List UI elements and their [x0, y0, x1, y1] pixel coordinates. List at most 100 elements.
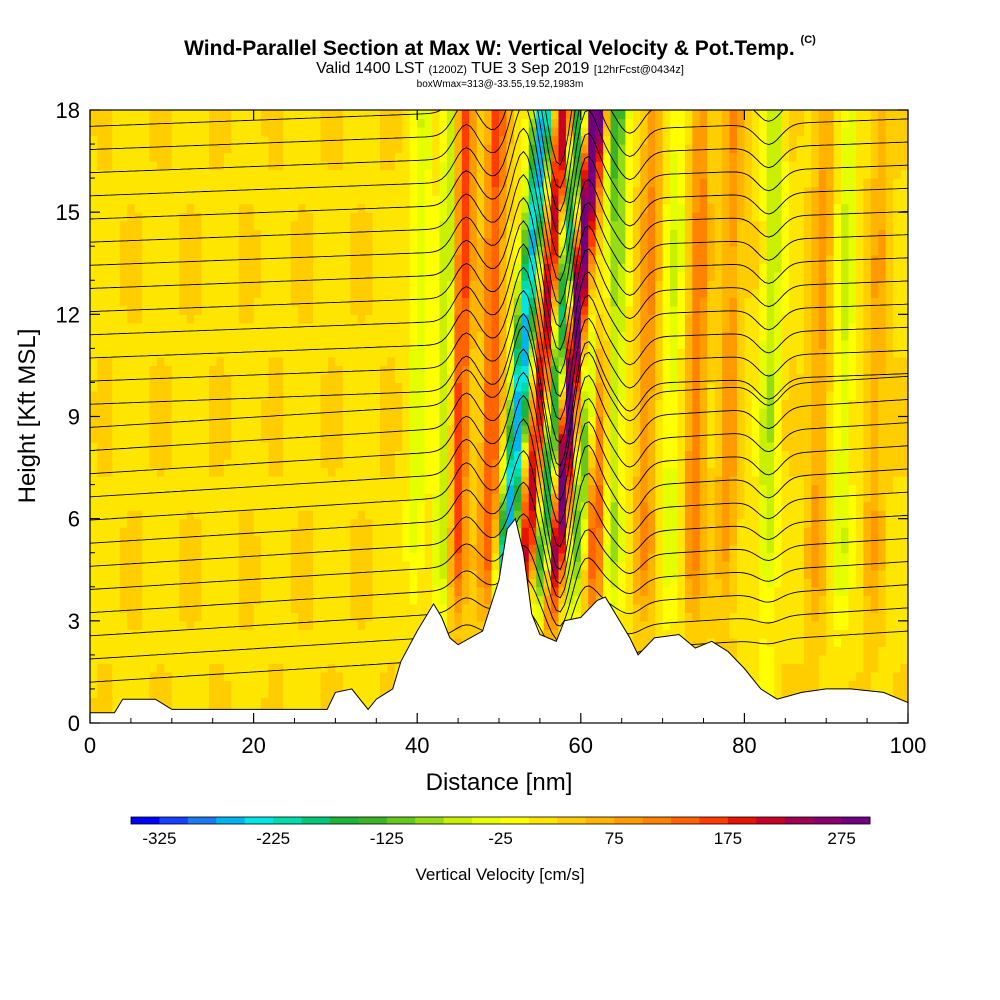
velocity-cell [870, 501, 879, 511]
velocity-cell [484, 569, 493, 579]
velocity-cell [171, 425, 180, 435]
velocity-cell [603, 425, 612, 435]
velocity-cell [878, 552, 887, 562]
velocity-cell [305, 586, 314, 596]
velocity-cell [841, 603, 850, 613]
velocity-cell [655, 510, 664, 520]
velocity-cell [342, 595, 351, 605]
velocity-cell [253, 552, 262, 562]
velocity-cell [208, 552, 218, 562]
velocity-cell [372, 629, 381, 639]
velocity-cell [275, 425, 284, 435]
velocity-cell [223, 365, 232, 375]
velocity-cell [647, 595, 656, 605]
velocity-cell [164, 450, 173, 460]
velocity-cell [781, 382, 790, 392]
velocity-cell [97, 425, 106, 435]
velocity-cell [119, 518, 128, 528]
velocity-cell [119, 484, 128, 494]
velocity-cell [699, 595, 708, 605]
velocity-cell [275, 663, 284, 673]
velocity-cell [201, 493, 210, 503]
velocity-cell [357, 518, 366, 528]
velocity-cell [818, 459, 827, 469]
velocity-cell [365, 433, 374, 443]
velocity-cell [164, 578, 173, 588]
velocity-cell [149, 688, 158, 699]
velocity-cell [684, 612, 693, 622]
velocity-cell [104, 484, 113, 494]
velocity-cell [179, 425, 188, 435]
velocity-cell [439, 527, 448, 537]
velocity-cell [848, 595, 857, 605]
velocity-cell [305, 646, 314, 656]
velocity-cell [699, 467, 708, 477]
velocity-cell [751, 442, 760, 452]
velocity-cell [283, 373, 292, 384]
velocity-cell [573, 552, 582, 562]
velocity-cell [803, 535, 812, 545]
velocity-cell [580, 399, 589, 409]
velocity-cell [766, 595, 775, 605]
velocity-cell [662, 365, 671, 375]
velocity-cell [208, 510, 218, 520]
velocity-cell [186, 569, 195, 579]
velocity-cell [729, 527, 738, 537]
velocity-cell [246, 671, 255, 682]
velocity-cell [194, 484, 203, 494]
velocity-cell [789, 433, 798, 443]
velocity-cell [186, 510, 195, 520]
velocity-cell [855, 407, 864, 418]
velocity-cell [357, 416, 366, 426]
velocity-cell [394, 467, 403, 477]
velocity-cell [499, 425, 508, 435]
velocity-cell [878, 612, 887, 622]
velocity-cell [186, 527, 195, 537]
velocity-cell [327, 527, 336, 537]
velocity-cell [759, 637, 768, 647]
velocity-cell [811, 510, 820, 520]
velocity-cell [142, 646, 151, 656]
velocity-cell [313, 612, 322, 622]
velocity-cell [714, 382, 723, 392]
velocity-cell [617, 442, 627, 452]
velocity-cell [380, 339, 389, 349]
velocity-cell [201, 356, 210, 367]
velocity-cell [655, 365, 664, 375]
velocity-cell [171, 612, 180, 622]
velocity-cell [313, 510, 322, 520]
velocity-cell [261, 646, 270, 656]
velocity-cell [112, 654, 121, 664]
velocity-cell [179, 433, 188, 443]
velocity-cell [781, 416, 790, 426]
velocity-cell [677, 518, 686, 528]
velocity-cell [134, 459, 143, 469]
velocity-cell [803, 680, 812, 690]
velocity-cell [387, 578, 396, 588]
velocity-cell [409, 348, 418, 358]
velocity-cell [461, 569, 470, 579]
velocity-cell [774, 620, 783, 630]
velocity-cell [595, 501, 604, 511]
velocity-cell [677, 612, 686, 622]
velocity-cell [499, 535, 508, 545]
velocity-cell [707, 578, 716, 588]
velocity-cell [179, 442, 188, 452]
velocity-cell [729, 467, 738, 477]
velocity-cell [216, 595, 225, 605]
velocity-cell [342, 518, 351, 528]
velocity-cell [97, 450, 106, 460]
velocity-cell [380, 442, 389, 452]
velocity-cell [893, 552, 902, 562]
velocity-cell [878, 459, 887, 469]
velocity-cell [736, 569, 745, 579]
velocity-cell [692, 561, 701, 571]
velocity-cell [833, 476, 842, 486]
velocity-cell [394, 595, 403, 605]
velocity-cell [156, 671, 165, 682]
velocity-cell [640, 450, 649, 460]
velocity-cell [655, 493, 664, 503]
velocity-cell [439, 348, 448, 358]
velocity-cell [142, 493, 151, 503]
velocity-cell [625, 356, 634, 367]
